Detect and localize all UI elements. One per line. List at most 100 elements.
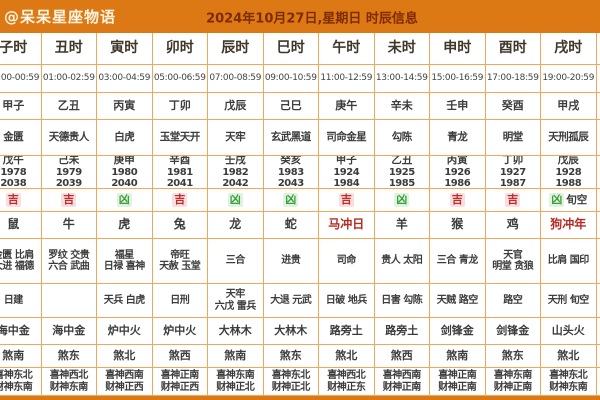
- years-text: 1978 2038: [0, 166, 27, 189]
- officer-star-cell: 勾陈: [374, 120, 430, 156]
- wealth-god-direction: 财神正南: [438, 381, 477, 393]
- pillar-years-cell: 己未 1979 2039: [41, 156, 97, 189]
- inauspicious-badge: 凶: [549, 193, 565, 207]
- empty-cell: [596, 189, 600, 212]
- sha-direction-cell: 煞北: [319, 345, 375, 368]
- wealth-joy-gods-cell: 喜神正南 财神正南: [430, 368, 486, 396]
- zodiac-cell: 兔: [152, 212, 208, 239]
- empty-cell: [596, 65, 600, 93]
- sha-direction-cell: 煞东: [485, 345, 541, 368]
- inauspicious-line-0: 日刑: [170, 294, 190, 306]
- pillar-years-cell: 丁卯 1927 1987: [485, 156, 541, 189]
- auspicious-line-0: 三合 青龙: [436, 255, 478, 267]
- auspicious-line-0: 天官: [503, 249, 523, 261]
- years-text: 1981 2041: [166, 166, 193, 189]
- auspicious-gods-cell: 福星 日禄 喜神: [97, 239, 153, 284]
- wealth-joy-gods-cell: 喜神西北 财神正东: [319, 368, 375, 396]
- clipped-next-column: [596, 33, 600, 396]
- nayin-element-cell: 路旁土: [319, 318, 375, 345]
- officer-star-cell: 天德贵人: [41, 120, 97, 156]
- brand-watermark: @呆呆星座物语: [4, 8, 117, 26]
- inauspicious-gods-cell: 日破 地兵: [319, 284, 375, 318]
- ganzhi-cell: 戊辰: [208, 93, 264, 120]
- auspicious-badge: 吉: [5, 193, 21, 207]
- nayin-element-cell: 炉中火: [97, 318, 153, 345]
- inauspicious-line-1: 六戊 雷兵: [214, 300, 256, 312]
- luck-cell: 凶旬空: [541, 189, 597, 212]
- zodiac-text: 龙: [229, 217, 242, 232]
- nayin-element-cell: 炉中火: [152, 318, 208, 345]
- pillar-years-cell: 辛酉 1981 2041: [152, 156, 208, 189]
- joy-god-direction: 喜神东北: [0, 370, 33, 381]
- joy-god-direction: 喜神正南: [438, 370, 477, 381]
- nayin-element-cell: 大林木: [263, 318, 319, 345]
- hour-column-7: 未时 13:00-14:59 辛未 勾陈 乙丑 1925 1985 凶羊贵人 太阳 日害 勾陈…: [374, 33, 430, 396]
- inauspicious-badge: 凶: [116, 193, 132, 207]
- time-range-cell: 03:00-04:59: [97, 65, 153, 93]
- zodiac-cell: 蛇: [263, 212, 319, 239]
- inauspicious-line-0: 日破 地兵: [325, 294, 367, 306]
- zodiac-cell: 鼠: [0, 212, 42, 239]
- inauspicious-gods-cell: 日刑: [152, 284, 208, 318]
- pillar-years-cell: 甲子 1924 1984: [319, 156, 375, 189]
- auspicious-line-0: 福星: [114, 249, 135, 261]
- page-title: 2024年10月27日,星期日 时辰信息: [206, 11, 418, 26]
- auspicious-line-0: 帝旺: [170, 249, 190, 261]
- officer-star-cell: 司命金星: [319, 120, 375, 156]
- pillar-text: 戊午: [2, 156, 24, 167]
- inauspicious-gods-cell: [41, 284, 97, 318]
- wealth-joy-gods-cell: 喜神东北 财神正北: [263, 368, 319, 396]
- empty-cell: [596, 156, 600, 189]
- auspicious-line-1: 明堂 贪狼: [492, 261, 534, 272]
- hour-column-8: 申时 15:00-16:59 壬申 青龙 丙寅 1926 1986 吉猴三合 青龙 天贼 路空…: [430, 33, 486, 396]
- auspicious-gods-cell: 司命: [319, 239, 375, 284]
- empty-cell: [596, 368, 600, 396]
- ganzhi-cell: 庚午: [319, 93, 375, 120]
- sha-direction-cell: 煞北: [541, 345, 597, 368]
- nayin-element-cell: 海中金: [0, 318, 42, 345]
- inauspicious-line-0: 路空: [503, 294, 523, 306]
- pillar-years-cell: 丙寅 1926 1986: [430, 156, 486, 189]
- nayin-element-cell: 大林木: [208, 318, 264, 345]
- auspicious-line-0: 金匮 比肩: [0, 249, 34, 261]
- auspicious-gods-cell: 比肩 国印: [541, 239, 597, 284]
- wealth-joy-gods-cell: 喜神东南 财神正北: [208, 368, 264, 396]
- zodiac-text: 兔: [173, 217, 186, 232]
- auspicious-gods-cell: 天官 明堂 贪狼: [485, 239, 541, 284]
- zodiac-text: 猴: [451, 217, 464, 232]
- ganzhi-cell: 甲子: [0, 93, 42, 120]
- bottom-accent-bar: [0, 396, 600, 400]
- auspicious-badge: 吉: [172, 193, 188, 207]
- pillar-years-cell: 乙丑 1925 1985: [374, 156, 430, 189]
- auspicious-line-0: 三合: [225, 255, 246, 267]
- pillar-years-cell: 壬戌 1982 2042: [208, 156, 264, 189]
- time-range-cell: 05:00-06:59: [152, 65, 208, 93]
- luck-cell: 吉: [0, 189, 42, 212]
- wealth-joy-gods-cell: 喜神东北财神东南: [541, 368, 597, 396]
- luck-cell: 吉: [485, 189, 541, 212]
- pillar-text: 己未: [58, 156, 80, 167]
- hour-name-cell: 丑时: [41, 33, 97, 65]
- pillar-years-cell: 癸亥 1983 2043: [263, 156, 319, 189]
- time-range-cell: 01:00-02:59: [41, 65, 97, 93]
- ganzhi-cell: 甲戌: [541, 93, 597, 120]
- zodiac-cell: 羊: [374, 212, 430, 239]
- hour-name-cell: 午时: [319, 33, 375, 65]
- zodiac-cell: 牛: [41, 212, 97, 239]
- officer-star-cell: 玉堂天开: [152, 120, 208, 156]
- ganzhi-cell: 辛未: [374, 93, 430, 120]
- pillar-text: 辛酉: [169, 156, 191, 167]
- zodiac-text: 鼠: [7, 217, 20, 232]
- joy-god-direction: 喜神西北: [49, 370, 89, 381]
- inauspicious-line-0: 天兵 白虎: [103, 294, 145, 306]
- inauspicious-line-0: 天刑 旬空: [547, 294, 589, 306]
- joy-god-direction: 喜神东南: [493, 370, 533, 381]
- inauspicious-gods-cell: 天刑 旬空: [541, 284, 597, 318]
- luck-cell: 吉: [319, 189, 375, 212]
- wealth-god-direction: 财神正西: [105, 381, 144, 393]
- ganzhi-cell: 壬申: [430, 93, 486, 120]
- time-range-cell: 11:00-12:59: [319, 65, 375, 93]
- wealth-joy-gods-cell: 喜神西北 财神东南: [41, 368, 97, 396]
- pillar-text: 壬戌: [224, 156, 246, 167]
